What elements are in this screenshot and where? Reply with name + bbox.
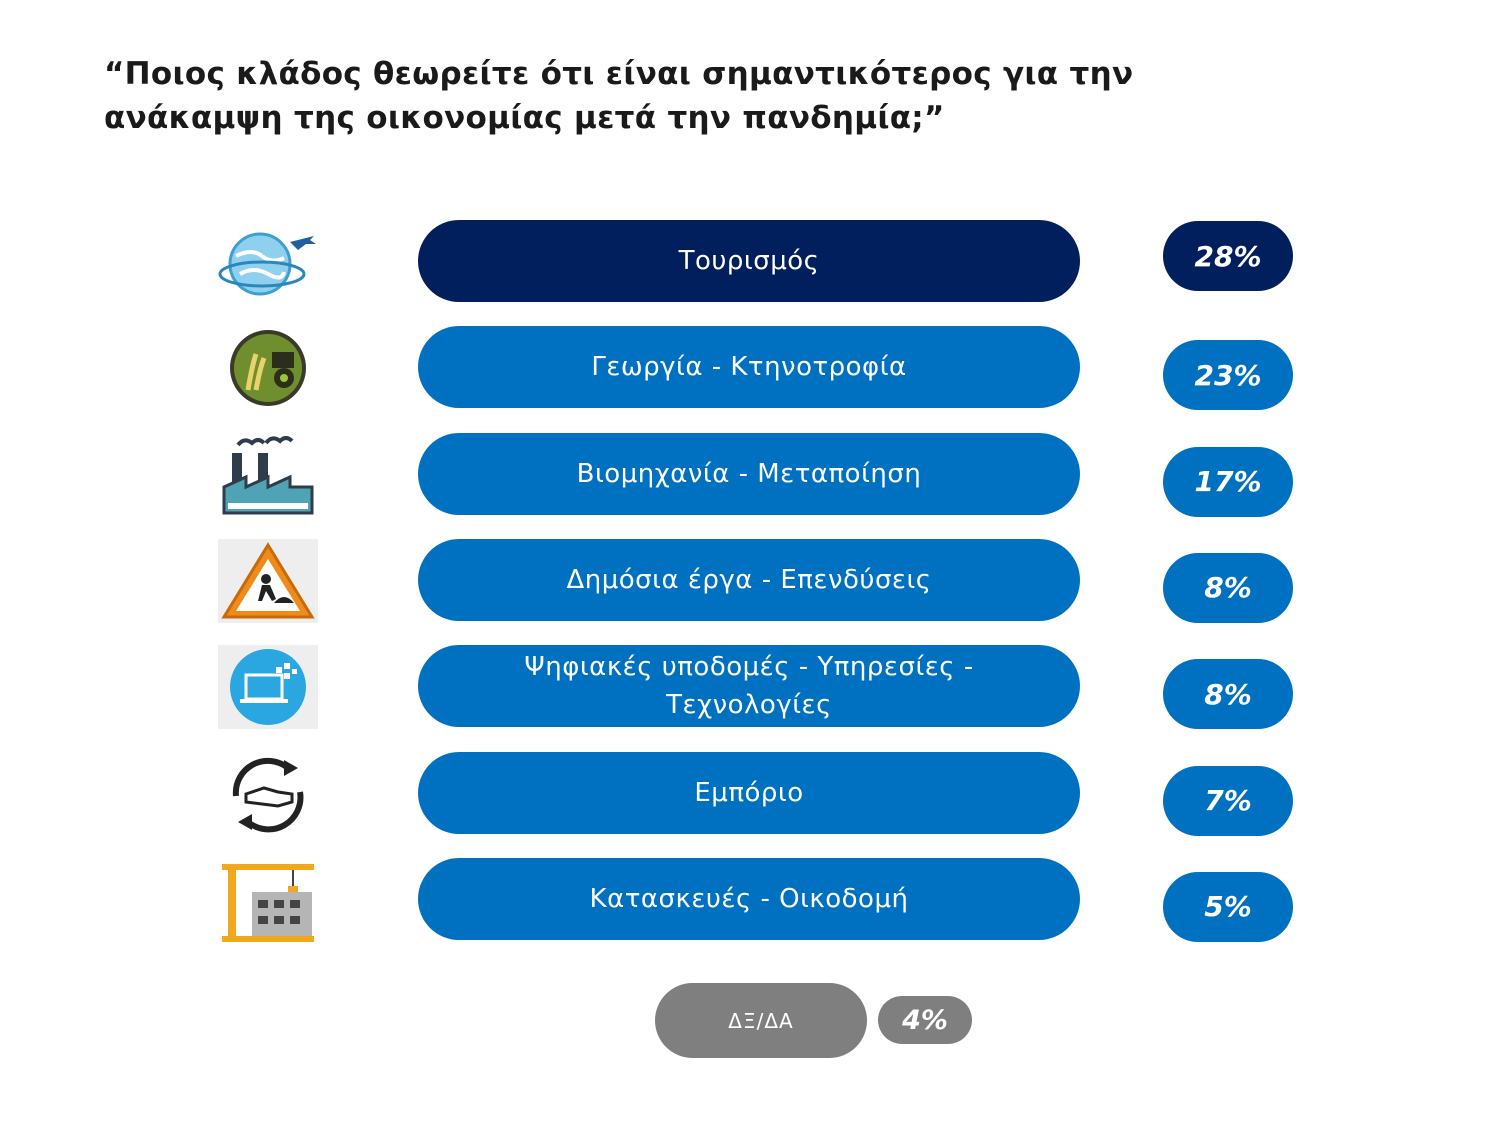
sector-label: Γεωργία - Κτηνοτροφία — [418, 326, 1080, 409]
sector-label: Εμπόριο — [418, 751, 1080, 834]
construction-crane-icon — [218, 858, 318, 942]
sector-percent: 23% — [1163, 340, 1293, 411]
sector-percent: 8% — [1163, 659, 1293, 730]
sector-row: Κατασκευές - Οικοδομή 5% — [0, 857, 1500, 942]
sector-row: Εμπόριο 7% — [0, 751, 1500, 836]
sector-percent: 8% — [1163, 552, 1293, 623]
sector-label: Ψηφιακές υποδομές - Υπηρεσίες - Τεχνολογ… — [418, 645, 1080, 728]
sector-row: Γεωργία - Κτηνοτροφία 23% — [0, 326, 1500, 411]
digital-laptop-icon — [218, 645, 318, 730]
sector-label: Κατασκευές - Οικοδομή — [418, 857, 1080, 940]
sector-percent: 7% — [1163, 765, 1293, 836]
trade-handshake-icon — [218, 752, 318, 836]
sector-row: Τουρισμός 28% — [0, 220, 1500, 304]
dont-know-label: ΔΞ/ΔΑ — [655, 983, 867, 1058]
sector-row: Ψηφιακές υποδομές - Υπηρεσίες - Τεχνολογ… — [0, 645, 1500, 730]
sector-label: Βιομηχανία - Μεταποίηση — [418, 432, 1080, 515]
sector-row: Βιομηχανία - Μεταποίηση 17% — [0, 432, 1500, 517]
sector-percent: 28% — [1163, 221, 1293, 291]
dont-know-value: 4% — [878, 996, 972, 1044]
sector-label: Τουρισμός — [418, 220, 1080, 302]
sector-percent: 17% — [1163, 446, 1293, 517]
factory-icon — [218, 433, 318, 517]
agriculture-icon — [218, 326, 318, 410]
sector-row: Δημόσια έργα - Επενδύσεις 8% — [0, 538, 1500, 623]
title-line-1: “Ποιος κλάδος θεωρείτε ότι είναι σημαντι… — [104, 56, 1134, 92]
roadworks-icon — [218, 538, 318, 623]
globe-airplane-icon — [218, 220, 318, 304]
sector-percent: 5% — [1163, 871, 1293, 942]
title-line-2: ανάκαμψη της οικονομίας μετά την πανδημί… — [104, 100, 945, 136]
chart-title: “Ποιος κλάδος θεωρείτε ότι είναι σημαντι… — [104, 52, 1304, 140]
sector-label: Δημόσια έργα - Επενδύσεις — [418, 538, 1080, 621]
